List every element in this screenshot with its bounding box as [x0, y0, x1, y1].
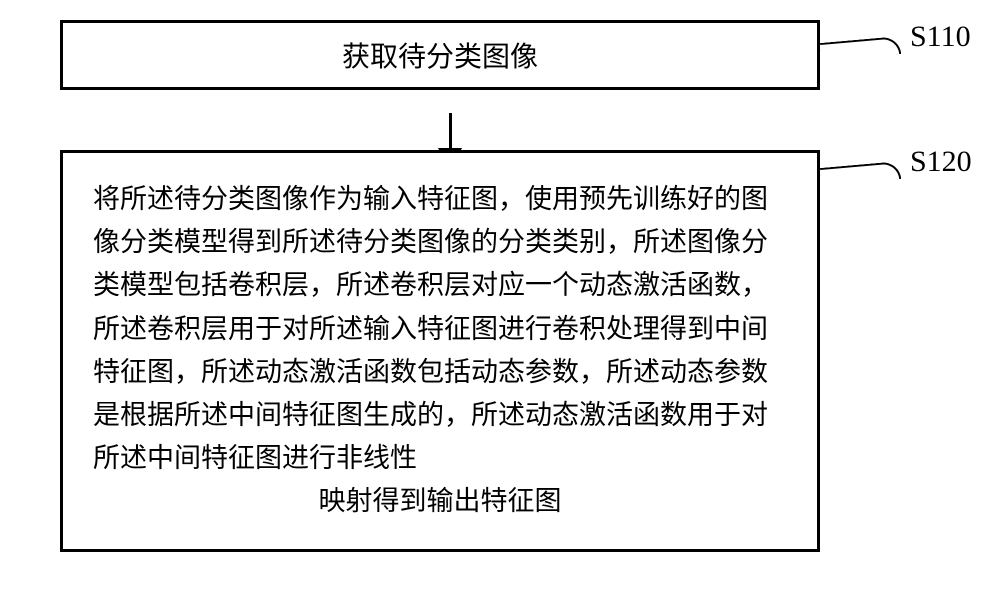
label-connector-2: [820, 161, 901, 186]
flowchart-step-2: 将所述待分类图像作为输入特征图，使用预先训练好的图像分类模型得到所述待分类图像的…: [60, 150, 820, 552]
step-1-text: 获取待分类图像: [342, 35, 538, 75]
step-2-text-wrapper: 将所述待分类图像作为输入特征图，使用预先训练好的图像分类模型得到所述待分类图像的…: [93, 178, 787, 524]
step-1-label: S110: [910, 20, 971, 54]
step-2-text-body: 将所述待分类图像作为输入特征图，使用预先训练好的图像分类模型得到所述待分类图像的…: [93, 184, 768, 473]
arrow-line: [449, 113, 452, 148]
label-connector-1: [820, 36, 901, 61]
flowchart-step-1: 获取待分类图像: [60, 20, 820, 90]
step-2-label: S120: [910, 145, 972, 179]
flowchart-container: 获取待分类图像 S110 S120 将所述待分类图像作为输入特征图，使用预先训练…: [60, 20, 940, 552]
step-2-text-last: 映射得到输出特征图: [93, 480, 787, 523]
